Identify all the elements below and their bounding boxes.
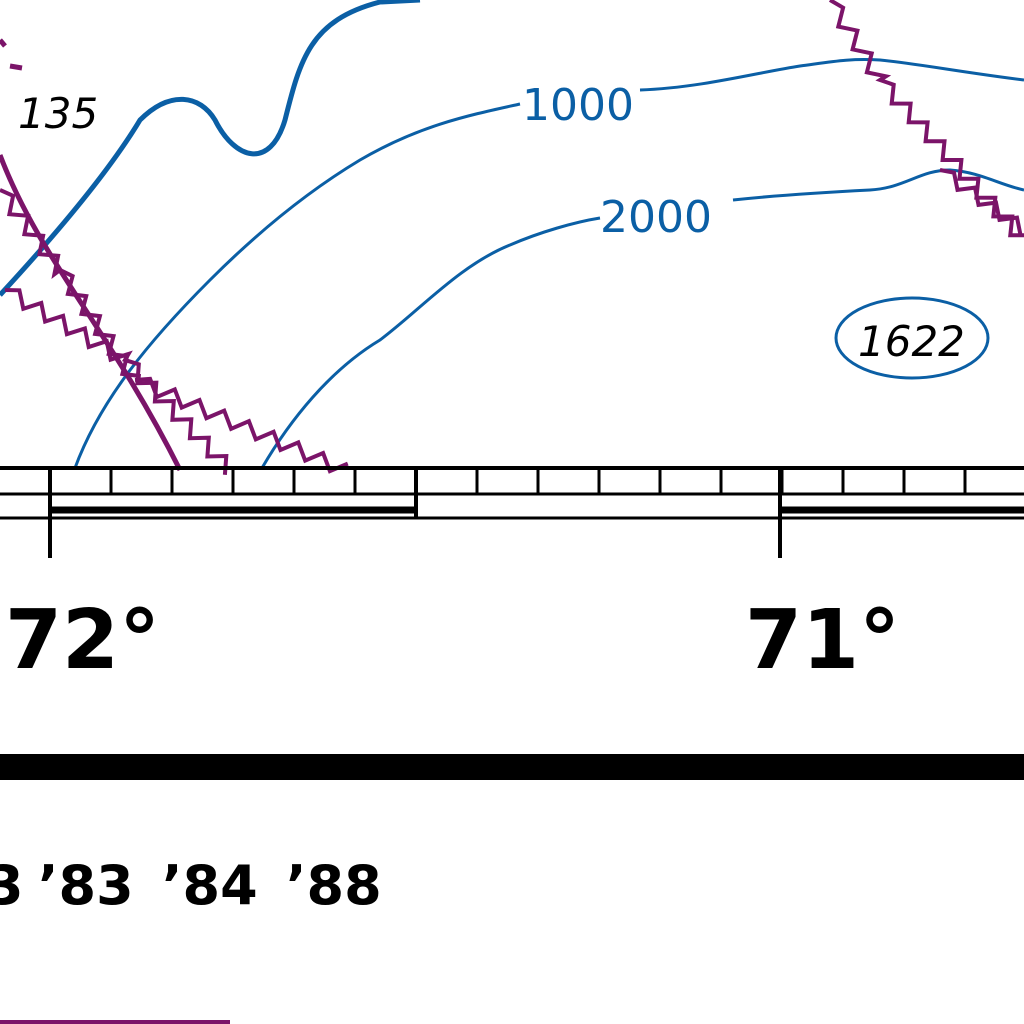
contour-1000-line-east	[639, 57, 1024, 92]
boundary-tick-top-left	[0, 38, 23, 71]
soundings: 135 1622	[18, 89, 965, 366]
contour-1000-line-west	[73, 102, 521, 469]
depth-contours	[0, 0, 1024, 469]
sounding-135: 135	[18, 89, 98, 138]
edition-year-83: ’83	[38, 854, 134, 917]
contour-label-2000: 2000	[600, 192, 712, 243]
boundary-wavy-line-northeast-lower	[939, 168, 1023, 236]
boundary-wavy-line-west	[0, 188, 142, 379]
sounding-1622: 1622	[858, 317, 965, 366]
margin-rule	[0, 754, 1024, 780]
cropped-purple-text-fragment	[0, 1020, 230, 1024]
contour-2000-line-west	[260, 216, 601, 469]
boundary-wavy-line-northeast	[828, 0, 1024, 238]
edition-years: 3 ’83 ’84 ’88	[0, 854, 382, 917]
minute-ticks	[48, 468, 967, 494]
contour-2000-line-east	[732, 168, 1024, 202]
longitude-label-72: 72°	[5, 593, 160, 688]
boundary-wavy-line-lower	[4, 288, 229, 475]
boundary-wavy-line-upper	[134, 376, 349, 474]
edition-year-partial: 3	[0, 854, 24, 917]
chart-border	[0, 466, 1024, 558]
boundary-straight-line	[0, 154, 183, 472]
maritime-boundaries	[0, 0, 1024, 475]
edition-year-88: ’88	[286, 854, 382, 917]
sounding-1622-ring	[834, 296, 990, 380]
contour-label-1000: 1000	[522, 80, 634, 131]
shallow-contour-line	[0, 0, 421, 297]
edition-year-84: ’84	[162, 854, 258, 917]
longitude-label-71: 71°	[745, 593, 900, 688]
